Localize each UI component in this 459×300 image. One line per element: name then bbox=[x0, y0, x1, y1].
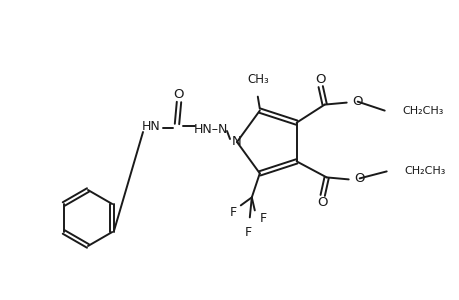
Text: CH₃: CH₃ bbox=[246, 73, 268, 85]
Text: F: F bbox=[245, 226, 252, 239]
Text: O: O bbox=[174, 88, 184, 100]
Text: HN–N: HN–N bbox=[193, 122, 228, 136]
Text: N: N bbox=[232, 134, 241, 148]
Text: O: O bbox=[317, 196, 327, 209]
Text: O: O bbox=[354, 172, 364, 185]
Text: O: O bbox=[315, 73, 325, 86]
Text: F: F bbox=[230, 206, 237, 219]
Text: O: O bbox=[352, 95, 363, 108]
Text: CH₂CH₃: CH₂CH₃ bbox=[404, 167, 445, 176]
Text: F: F bbox=[260, 212, 267, 225]
Text: CH₂CH₃: CH₂CH₃ bbox=[402, 106, 443, 116]
Text: HN: HN bbox=[141, 119, 160, 133]
